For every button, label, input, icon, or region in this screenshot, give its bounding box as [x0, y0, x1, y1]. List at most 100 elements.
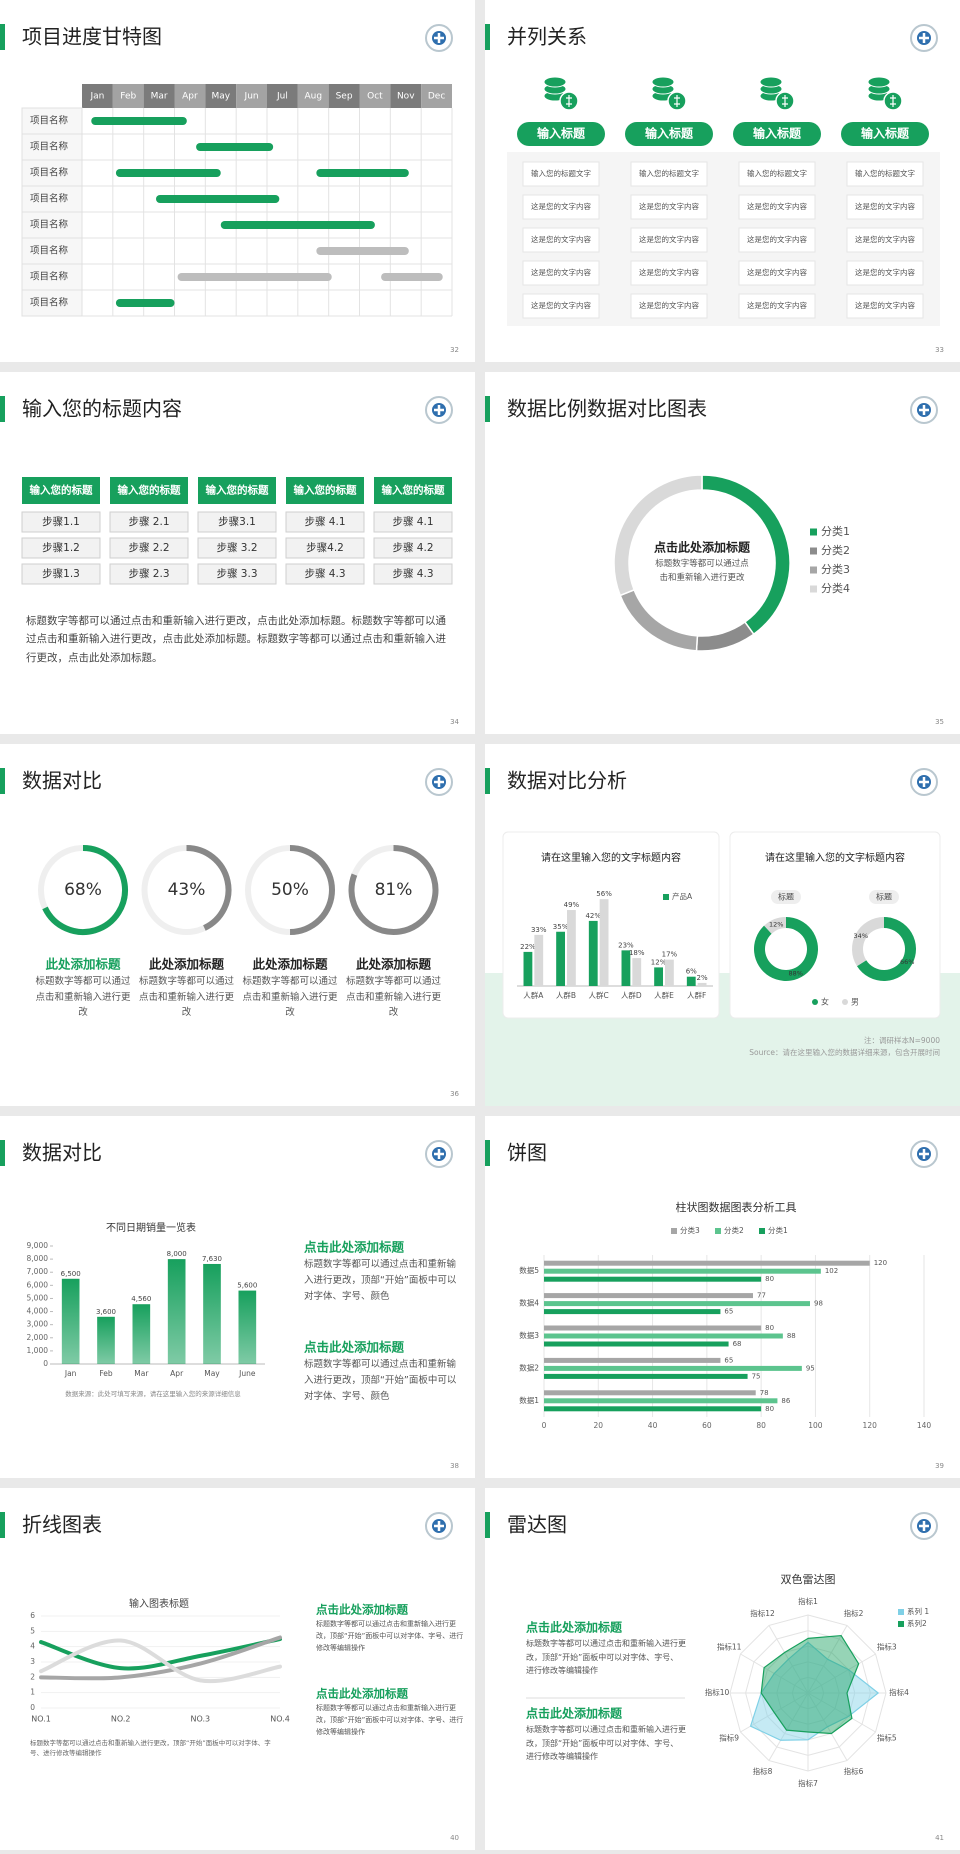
bar: [61, 1278, 80, 1364]
step-text: 步骤4.2: [306, 542, 344, 554]
heading-box: [374, 477, 452, 504]
item-box: [630, 194, 708, 220]
coin-icon: [890, 95, 896, 107]
step-box: [197, 537, 277, 559]
value-label: 4,560: [131, 1295, 151, 1303]
x-tick-label: NO.4: [270, 1715, 290, 1724]
x-tick-label: 人群D: [621, 990, 642, 1000]
chart-title: 不同日期销量一览表: [106, 1221, 196, 1234]
bar: [697, 982, 707, 986]
radar-spoke: [807, 1653, 876, 1694]
chart-title: 双色雷达图: [781, 1572, 836, 1586]
ring-label: 68%: [64, 880, 102, 900]
item-text: 这是您的文字内容: [531, 300, 591, 310]
axis-label: 指标12: [750, 1608, 775, 1618]
step-box: [373, 537, 453, 559]
value-label: 22%: [520, 943, 536, 951]
item-text: 输入您的标题文字: [855, 168, 915, 178]
x-tick-label: 0: [542, 1421, 547, 1430]
y-tick-label: 9,000: [27, 1241, 49, 1250]
step-box: [373, 563, 453, 585]
month-label: Jul: [276, 92, 288, 102]
legend-label: 分类4: [821, 581, 850, 595]
bar: [567, 910, 576, 986]
axis-label: 指标6: [844, 1766, 864, 1776]
x-tick-label: Feb: [99, 1369, 113, 1378]
title-accent: [485, 24, 490, 50]
step-text: 步骤 4.3: [392, 568, 433, 580]
page-number: 33: [935, 346, 944, 354]
title-accent: [0, 396, 5, 422]
row-label-cell: [21, 289, 83, 317]
value-label: 2%: [697, 974, 708, 982]
legend-swatch: [759, 1228, 765, 1234]
chart-title: 柱状图数据图表分析工具: [676, 1200, 797, 1214]
title-accent: [485, 396, 490, 422]
bar: [588, 920, 598, 986]
value-label: 86: [781, 1397, 790, 1405]
legend-label: 系列 1: [907, 1606, 929, 1616]
item-text: 输入您的标题文字: [639, 168, 699, 178]
item-text: 这是您的文字内容: [855, 201, 915, 211]
slide-title: 数据比例数据对比图表: [507, 397, 707, 421]
note-box: 数据来源：此处可填写来源，请在这里输入您的来源详细信息: [65, 1390, 241, 1398]
item-box: [630, 260, 708, 286]
radar-spoke: [807, 1692, 876, 1733]
logo: [919, 1149, 929, 1159]
column-heading: 输入您的标题: [30, 484, 93, 497]
bar: [544, 1365, 802, 1371]
gantt-bar: [115, 169, 221, 177]
y-tick-label: 5: [30, 1626, 35, 1635]
item-text: 这是您的文字内容: [747, 234, 807, 244]
coin-icon: [674, 95, 680, 107]
y-tick-label: 4: [30, 1642, 35, 1651]
line-series: [39, 1635, 282, 1681]
item-heading: 此处添加标题: [252, 957, 328, 972]
center-text-box: 标题数字等都可以通过点击和重新输入进行更改: [655, 559, 749, 583]
heading-pill: [841, 122, 929, 146]
item-text: 输入您的标题文字: [747, 168, 807, 178]
ring-arc: [42, 845, 128, 935]
item-heading: 此处添加标题: [356, 957, 432, 972]
bar: [599, 899, 609, 986]
month-header: [112, 84, 144, 108]
y-tick-label: 5,000: [27, 1293, 49, 1302]
value-label: 88: [787, 1332, 796, 1340]
x-tick-label: 20: [594, 1421, 604, 1430]
bar: [544, 1268, 821, 1274]
item-heading: 此处添加标题: [149, 957, 225, 972]
x-tick-label: Mar: [134, 1369, 149, 1378]
item-text: 这是您的文字内容: [639, 234, 699, 244]
text-body: 标题数字等都可以通过点击和重新输入进行更改，顶部“开始”面板中可以对字体、字号、…: [304, 1259, 457, 1303]
text-heading: 点击此处添加标题: [526, 1620, 623, 1635]
item-text: 这是您的文字内容: [747, 267, 807, 277]
slide: 项目进度甘特图 32 Jan Feb Mar Apr May Jun Jul Aug Sep Oct N…: [0, 0, 475, 362]
text-body-box: 标题数字等都可以通过点击和重新输入进行更改，顶部“开始”面板中可以对字体、字号、…: [316, 1704, 463, 1736]
heading-box: [198, 477, 276, 504]
month-header: [174, 84, 206, 108]
donut-tag: [771, 890, 801, 904]
page-number: 35: [935, 718, 944, 726]
x-tick-label: 140: [917, 1421, 932, 1430]
slide-title: 饼图: [507, 1141, 547, 1165]
bar: [544, 1301, 810, 1307]
value-label: 6%: [686, 968, 697, 976]
coin-icon: [759, 76, 783, 88]
month-label: May: [211, 92, 230, 102]
donut-tag: [869, 890, 899, 904]
item-box: [738, 161, 816, 187]
bar: [523, 951, 533, 986]
slide-bg: [485, 372, 960, 734]
row-label-cell: [21, 107, 83, 135]
legend-swatch: [663, 894, 669, 900]
bar: [654, 967, 663, 986]
axis-label: 指标3: [877, 1642, 897, 1652]
bar: [544, 1293, 753, 1299]
y-tick-label: 数据4: [519, 1298, 539, 1308]
item-text-box: 标题数字等都可以通过点击和重新输入进行更改: [242, 976, 337, 1018]
gantt-bar: [115, 299, 175, 307]
item-text-box: 标题数字等都可以通过点击和重新输入进行更改: [346, 976, 441, 1018]
ring-label: 50%: [271, 880, 309, 900]
